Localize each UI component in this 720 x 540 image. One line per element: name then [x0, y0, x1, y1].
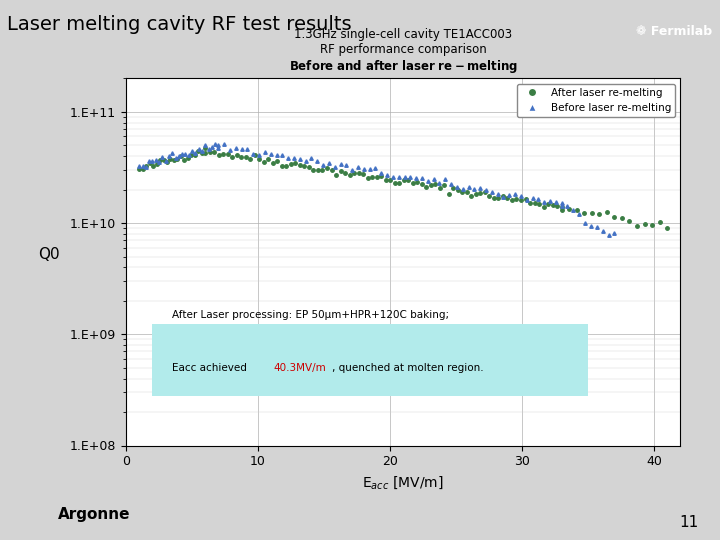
After laser re-melting — [135, 166, 143, 172]
Legend: After laser re-melting, Before laser re-melting: After laser re-melting, Before laser re-… — [517, 84, 675, 117]
Before laser re-melting — [610, 230, 618, 237]
After laser re-melting — [663, 225, 672, 232]
Y-axis label: Q0: Q0 — [38, 247, 60, 262]
Line: After laser re-melting: After laser re-melting — [138, 146, 669, 230]
Before laser re-melting — [446, 180, 455, 187]
After laser re-melting — [426, 182, 435, 188]
X-axis label: E$_{acc}$ [MV/m]: E$_{acc}$ [MV/m] — [362, 474, 444, 490]
After laser re-melting — [201, 144, 210, 151]
Text: Argonne: Argonne — [58, 507, 130, 522]
Before laser re-melting — [459, 186, 467, 192]
Before laser re-melting — [476, 185, 485, 192]
Title: 1.3GHz single-cell cavity TE1ACC003
RF performance comparison
$\bf{Before\ and\ : 1.3GHz single-cell cavity TE1ACC003 RF p… — [289, 28, 518, 75]
Before laser re-melting — [604, 232, 613, 239]
After laser re-melting — [282, 163, 291, 169]
After laser re-melting — [233, 151, 241, 158]
Before laser re-melting — [135, 163, 143, 170]
FancyBboxPatch shape — [153, 324, 588, 396]
After laser re-melting — [187, 152, 196, 158]
Before laser re-melting — [148, 158, 157, 164]
Text: Eacc achieved: Eacc achieved — [172, 363, 251, 373]
Before laser re-melting — [482, 186, 490, 193]
Line: Before laser re-melting: Before laser re-melting — [138, 142, 616, 237]
Text: ❁ Fermilab: ❁ Fermilab — [636, 24, 712, 38]
Text: 40.3MV/m: 40.3MV/m — [274, 363, 327, 373]
Text: Laser melting cavity RF test results: Laser melting cavity RF test results — [7, 15, 352, 34]
Text: 11: 11 — [679, 515, 698, 530]
After laser re-melting — [564, 206, 573, 212]
Before laser re-melting — [191, 150, 199, 156]
Text: , quenched at molten region.: , quenched at molten region. — [332, 363, 484, 373]
Before laser re-melting — [220, 140, 228, 147]
After laser re-melting — [309, 167, 318, 174]
Text: After Laser processing: EP 50μm+HPR+120C baking;: After Laser processing: EP 50μm+HPR+120C… — [172, 309, 449, 320]
